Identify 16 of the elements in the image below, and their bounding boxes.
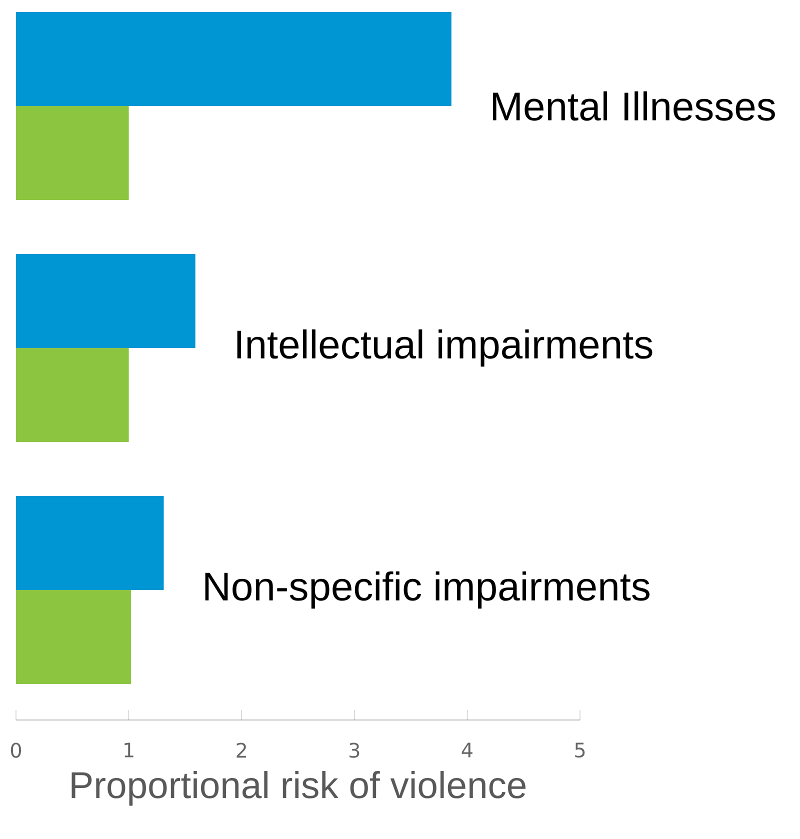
y-tick-label: Non-specific impairments (205, 571, 650, 609)
bar (16, 106, 129, 200)
y-tick-label: Mental Illnesses (492, 91, 775, 121)
x-tick-label: 4 (462, 742, 472, 758)
bar (16, 12, 452, 106)
bar (16, 254, 196, 348)
x-tick-label: 5 (575, 742, 585, 758)
x-tick-label: 0 (10, 742, 22, 758)
x-tick-label: 2 (236, 742, 246, 758)
x-tick-label: 1 (124, 742, 134, 758)
bar (16, 590, 132, 684)
x-tick-label: 3 (350, 742, 360, 758)
bar (16, 348, 129, 442)
x-axis-title: Proportional risk of violence (72, 771, 526, 806)
y-tick-label: Intellectual impairments (237, 329, 652, 367)
bar (16, 496, 164, 590)
